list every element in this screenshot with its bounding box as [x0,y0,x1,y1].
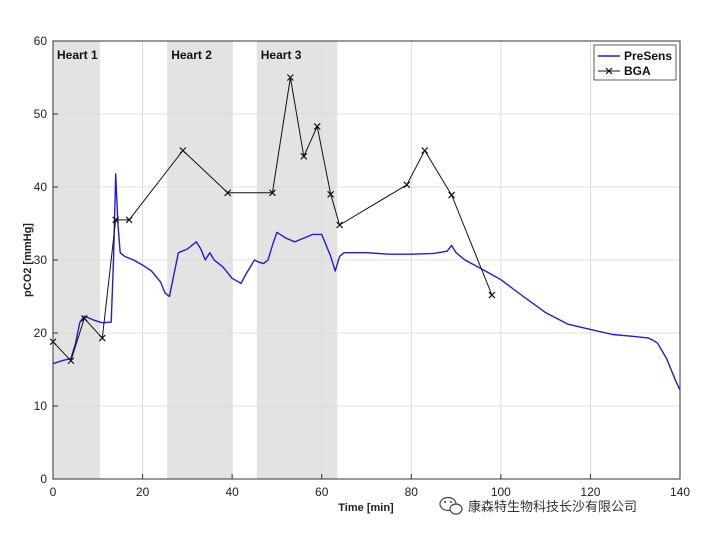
y-tick-label: 50 [34,107,48,121]
series-lines [49,74,681,391]
x-tick-label: 60 [315,485,329,499]
x-axis-label: Time [min] [338,502,394,514]
x-tick-label: 140 [670,485,690,499]
data-point-bga [336,221,344,229]
series-line-presens [52,173,681,391]
data-point-bga [421,147,429,154]
legend: PreSens BGA [593,44,677,81]
data-point-bga [224,189,232,197]
data-point-bga [300,152,308,160]
legend-label-bga: BGA [624,64,651,78]
data-point-bga [98,334,106,342]
data-point-bga [403,181,411,189]
data-point-bga [313,122,321,130]
x-tick-label: 40 [225,485,239,499]
x-tick-label: 100 [491,485,511,499]
region-label-2: Heart 2 [171,48,212,62]
series-line-bga [52,77,493,362]
y-tick-label: 30 [34,253,48,267]
data-point-bga [67,357,75,365]
y-tick-label: 20 [34,326,48,340]
y-axis-label: pCO2 [mmHg] [22,223,34,297]
data-point-bga [80,314,88,322]
y-tick-label: 40 [34,180,48,194]
y-tick-label: 0 [40,472,47,486]
region-label-3: Heart 3 [261,48,302,62]
x-tick-label: 20 [136,485,150,499]
y-tick-label: 60 [34,34,48,48]
data-point-bga [488,291,496,299]
legend-marker-bga [605,67,613,75]
tick-marks [52,40,681,480]
data-point-bga [269,189,276,197]
tick-labels: 0 20 40 60 80 100 120 140 0 10 20 30 40 50 60 [34,34,691,499]
data-point-bga [327,190,335,198]
legend-box [593,44,677,81]
x-tick-label: 120 [580,485,600,499]
wechat-logo-icon [439,496,463,515]
region-labels: Heart 1 Heart 2 Heart 3 [57,48,302,62]
legend-label-presens: PreSens [624,49,672,63]
watermark-text: 康森特生物科技长沙有限公司 [468,499,637,515]
x-tick-label: 0 [50,485,57,499]
watermark: 康森特生物科技长沙有限公司 [439,496,637,515]
data-point-bga [286,74,294,81]
data-point-bga [112,216,120,224]
y-tick-label: 10 [34,399,48,413]
region-label-1: Heart 1 [57,48,98,62]
data-point-bga [179,147,187,154]
data-point-bga [125,216,133,224]
data-point-bga [448,191,456,199]
x-tick-label: 80 [405,485,419,499]
